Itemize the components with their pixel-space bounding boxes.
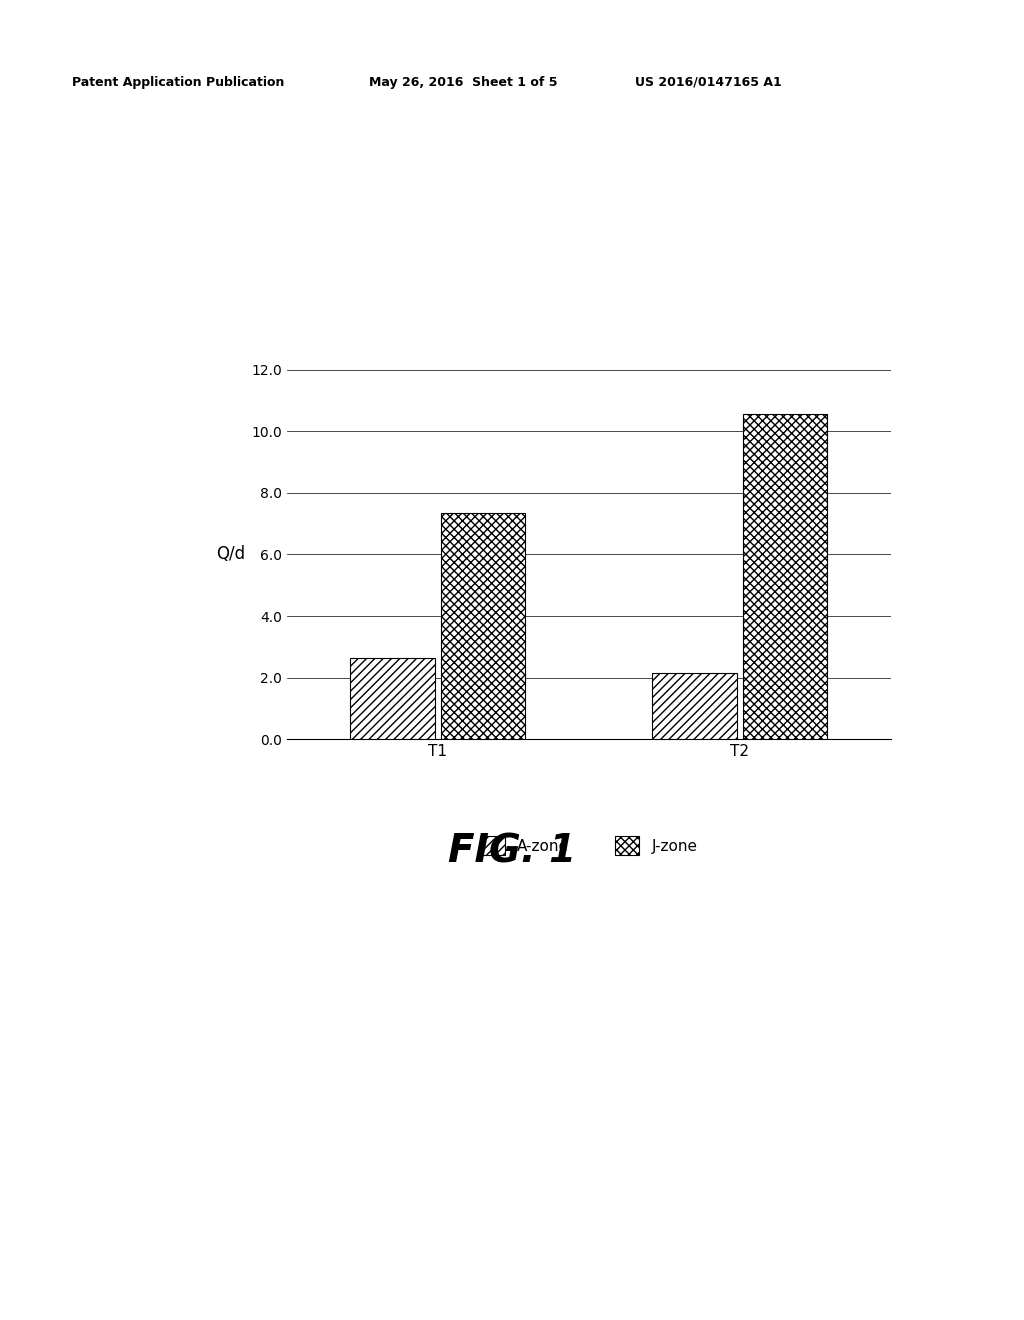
Text: Patent Application Publication: Patent Application Publication <box>72 75 284 88</box>
Y-axis label: Q/d: Q/d <box>216 545 245 564</box>
Bar <box>350 657 435 739</box>
Bar <box>652 673 737 739</box>
Text: FIG. 1: FIG. 1 <box>447 833 577 870</box>
Text: US 2016/0147165 A1: US 2016/0147165 A1 <box>635 75 781 88</box>
Legend: A-zone, J-zone: A-zone, J-zone <box>473 828 705 863</box>
Bar <box>742 414 827 739</box>
Text: May 26, 2016  Sheet 1 of 5: May 26, 2016 Sheet 1 of 5 <box>369 75 557 88</box>
Bar <box>440 513 525 739</box>
